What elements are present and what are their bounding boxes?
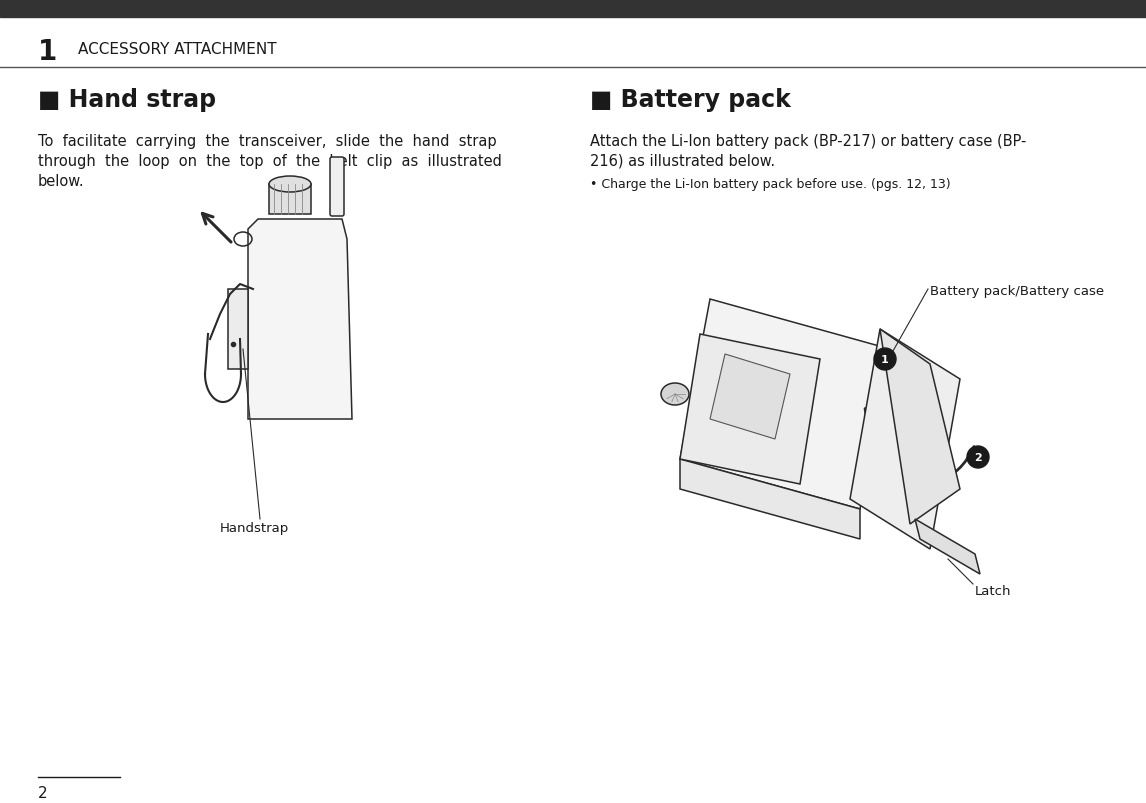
Text: 216) as illustrated below.: 216) as illustrated below.: [590, 154, 775, 169]
Ellipse shape: [661, 384, 689, 406]
Text: ■ Hand strap: ■ Hand strap: [38, 88, 217, 112]
Polygon shape: [680, 335, 821, 484]
Text: To  facilitate  carrying  the  transceiver,  slide  the  hand  strap: To facilitate carrying the transceiver, …: [38, 134, 496, 149]
Text: 1: 1: [38, 38, 57, 66]
Polygon shape: [880, 329, 960, 524]
Text: ■ Battery pack: ■ Battery pack: [590, 88, 791, 112]
Circle shape: [874, 349, 896, 370]
Text: through  the  loop  on  the  top  of  the  belt  clip  as  illustrated: through the loop on the top of the belt …: [38, 154, 502, 169]
Circle shape: [967, 446, 989, 468]
Ellipse shape: [269, 177, 311, 193]
Polygon shape: [711, 355, 790, 439]
Polygon shape: [680, 300, 890, 509]
Polygon shape: [680, 459, 860, 540]
Text: below.: below.: [38, 173, 85, 189]
Polygon shape: [248, 220, 352, 419]
Text: Latch: Latch: [975, 585, 1012, 597]
Text: ACCESSORY ATTACHMENT: ACCESSORY ATTACHMENT: [78, 42, 276, 57]
Text: Handstrap: Handstrap: [220, 521, 289, 534]
Polygon shape: [228, 290, 248, 369]
Bar: [269, 185, 311, 214]
Text: Battery pack/Battery case: Battery pack/Battery case: [931, 284, 1104, 298]
Polygon shape: [850, 329, 960, 549]
FancyBboxPatch shape: [330, 158, 344, 217]
Bar: [0, 0, 1146, 18]
Text: 2: 2: [38, 785, 48, 800]
Text: 1: 1: [881, 355, 889, 365]
Text: 2: 2: [974, 452, 982, 463]
Text: Attach the Li-Ion battery pack (BP-217) or battery case (BP-: Attach the Li-Ion battery pack (BP-217) …: [590, 134, 1027, 149]
Polygon shape: [915, 520, 980, 574]
Text: • Charge the Li-Ion battery pack before use. (pgs. 12, 13): • Charge the Li-Ion battery pack before …: [590, 177, 951, 191]
